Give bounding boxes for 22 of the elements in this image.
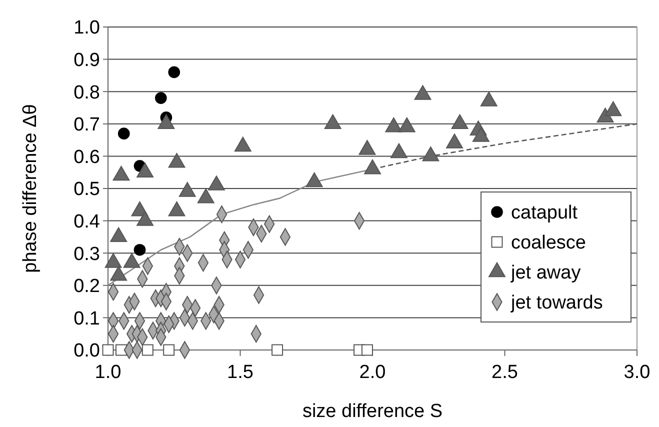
- x-tick-label: 2.0: [359, 362, 386, 383]
- x-tick-label: 1.5: [227, 362, 254, 383]
- y-tick-label: 0.9: [74, 50, 100, 71]
- y-tick-label: 1.0: [74, 18, 100, 39]
- legend-label: jet towards: [510, 292, 603, 314]
- legend-label: jet away: [510, 262, 582, 284]
- y-tick-label: 0.3: [74, 244, 100, 265]
- x-tick-label: 2.5: [492, 362, 518, 383]
- y-axis-title: phase difference Δθ: [20, 104, 41, 273]
- y-tick-label: 0.0: [74, 340, 100, 362]
- y-tick-label: 0.6: [74, 146, 100, 168]
- x-tick-label: 1.0: [94, 362, 122, 383]
- y-tick-label: 0.4: [74, 211, 100, 232]
- y-tick-label: 0.2: [74, 276, 100, 298]
- y-tick-label: 0.7: [74, 114, 100, 136]
- x-tick-label: 3.0: [624, 362, 650, 383]
- x-axis-title: size difference S: [302, 401, 443, 422]
- legend-label: coalesce: [511, 232, 586, 254]
- y-tick-label: 0.8: [74, 82, 100, 104]
- y-tick-label: 0.5: [74, 179, 100, 200]
- legend-label: catapult: [511, 202, 578, 224]
- y-tick-label: 0.1: [74, 308, 100, 330]
